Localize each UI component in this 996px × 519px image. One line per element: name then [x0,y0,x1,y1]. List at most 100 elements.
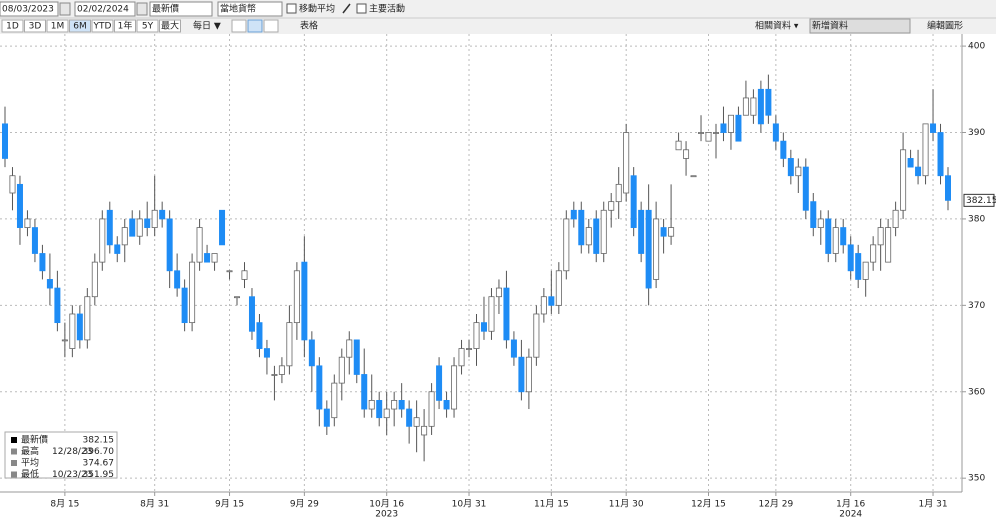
candle-body [54,287,61,324]
candle-body [832,227,839,254]
related-data[interactable]: 相關資料 ▾ [755,20,799,32]
y-tick-label: 360 [968,387,985,397]
candle-body [61,339,68,342]
candle-body [578,209,585,246]
calendar-button[interactable] [59,2,71,16]
range-button[interactable] [91,19,114,33]
last-price-tag [963,193,995,207]
candle-body [720,123,727,133]
candle-body [136,218,143,237]
candle-body [16,183,23,228]
candle-body [2,123,8,159]
range-button[interactable] [1,19,24,33]
range-button[interactable] [114,19,136,33]
candle-body [204,253,211,263]
candle-body [368,399,375,410]
year-label: 2023 [375,510,398,519]
candle-body [840,227,847,246]
checkbox[interactable] [286,3,297,14]
end-date-input[interactable] [74,1,136,17]
pencil-icon[interactable] [342,3,351,14]
range-button[interactable] [46,19,69,33]
range-label: 6M [73,22,87,32]
field-dropdown[interactable] [149,1,213,17]
candle-body [436,365,443,401]
moving-average: 移動平均 [299,3,335,15]
legend-swatch [11,448,17,455]
y-tick-label: 370 [968,301,985,311]
range-label: 1年 [118,20,133,32]
candle-body [466,348,473,350]
field: 最新價 [152,3,179,15]
legend-swatch [11,460,17,466]
legend-date: 12/28/23 [52,447,92,457]
last-price-label: 382.15 [966,196,996,206]
legend-name: 最低 [21,468,39,480]
table-button[interactable]: 表格 [300,20,318,32]
candle-body [151,209,158,228]
candle-body [653,218,660,280]
add-data-input[interactable] [809,18,911,34]
candle-body [323,408,330,427]
checkbox[interactable] [356,3,367,14]
candle-body [877,227,884,246]
candle-body [406,408,413,427]
candle-body [174,270,181,289]
candle-body [623,132,630,194]
x-tick-label: 9月 15 [215,499,244,510]
candle-body [510,339,517,358]
candle-body [862,261,869,280]
candle-body [451,365,458,410]
frequency[interactable]: 每日 ▼ [193,20,221,32]
candle-body [668,227,675,237]
legend-value: 382.15 [83,436,115,446]
x-tick-label: 8月 15 [50,499,79,510]
range-button[interactable] [69,19,91,33]
legend-name: 平均 [21,457,39,469]
candle-body [211,253,218,263]
tool-button[interactable] [231,19,247,33]
range-button[interactable] [24,19,46,33]
range-button[interactable] [159,19,181,33]
legend-name: 最新價 [21,434,48,446]
candle-body [24,218,31,228]
legend-swatch [11,437,17,443]
candle-body [698,132,705,134]
range-button[interactable] [136,19,159,33]
tool-button[interactable] [263,19,279,33]
candle-body [660,227,667,237]
currency-dropdown[interactable] [217,1,283,17]
candle-body [555,270,562,306]
tool-button[interactable] [247,19,263,33]
candle-body [825,218,832,254]
candle-body [615,183,622,203]
candle-body [353,339,360,375]
candle-body [144,218,151,228]
candle-body [106,209,113,246]
legend-swatch [11,471,17,478]
calendar-button[interactable] [136,2,148,16]
candle-body [885,227,892,263]
candle-body [735,114,742,142]
x-tick-label: 11月 30 [609,499,644,510]
candle-body [234,296,241,299]
candle-body [189,261,196,324]
legend-date: 10/23/23 [52,470,92,480]
candle-body [196,227,203,263]
legend-value: 396.70 [83,447,115,457]
candle-body [84,296,91,341]
candle-body [780,140,787,159]
start-date: 08/03/2023 [2,5,54,15]
candle-body [256,322,263,349]
x-tick-label: 10月 16 [369,499,404,510]
events: 主要活動 [369,3,405,15]
x-tick-label: 12月 29 [758,499,793,510]
candle-body [525,356,532,393]
candle-body [585,227,592,246]
candle-body [286,322,293,367]
candle-body [166,218,173,272]
start-date-input[interactable] [0,1,59,17]
candle-body [76,313,83,341]
candle-body [480,322,487,332]
edit-chart[interactable]: 编輯圖形 [927,20,963,32]
